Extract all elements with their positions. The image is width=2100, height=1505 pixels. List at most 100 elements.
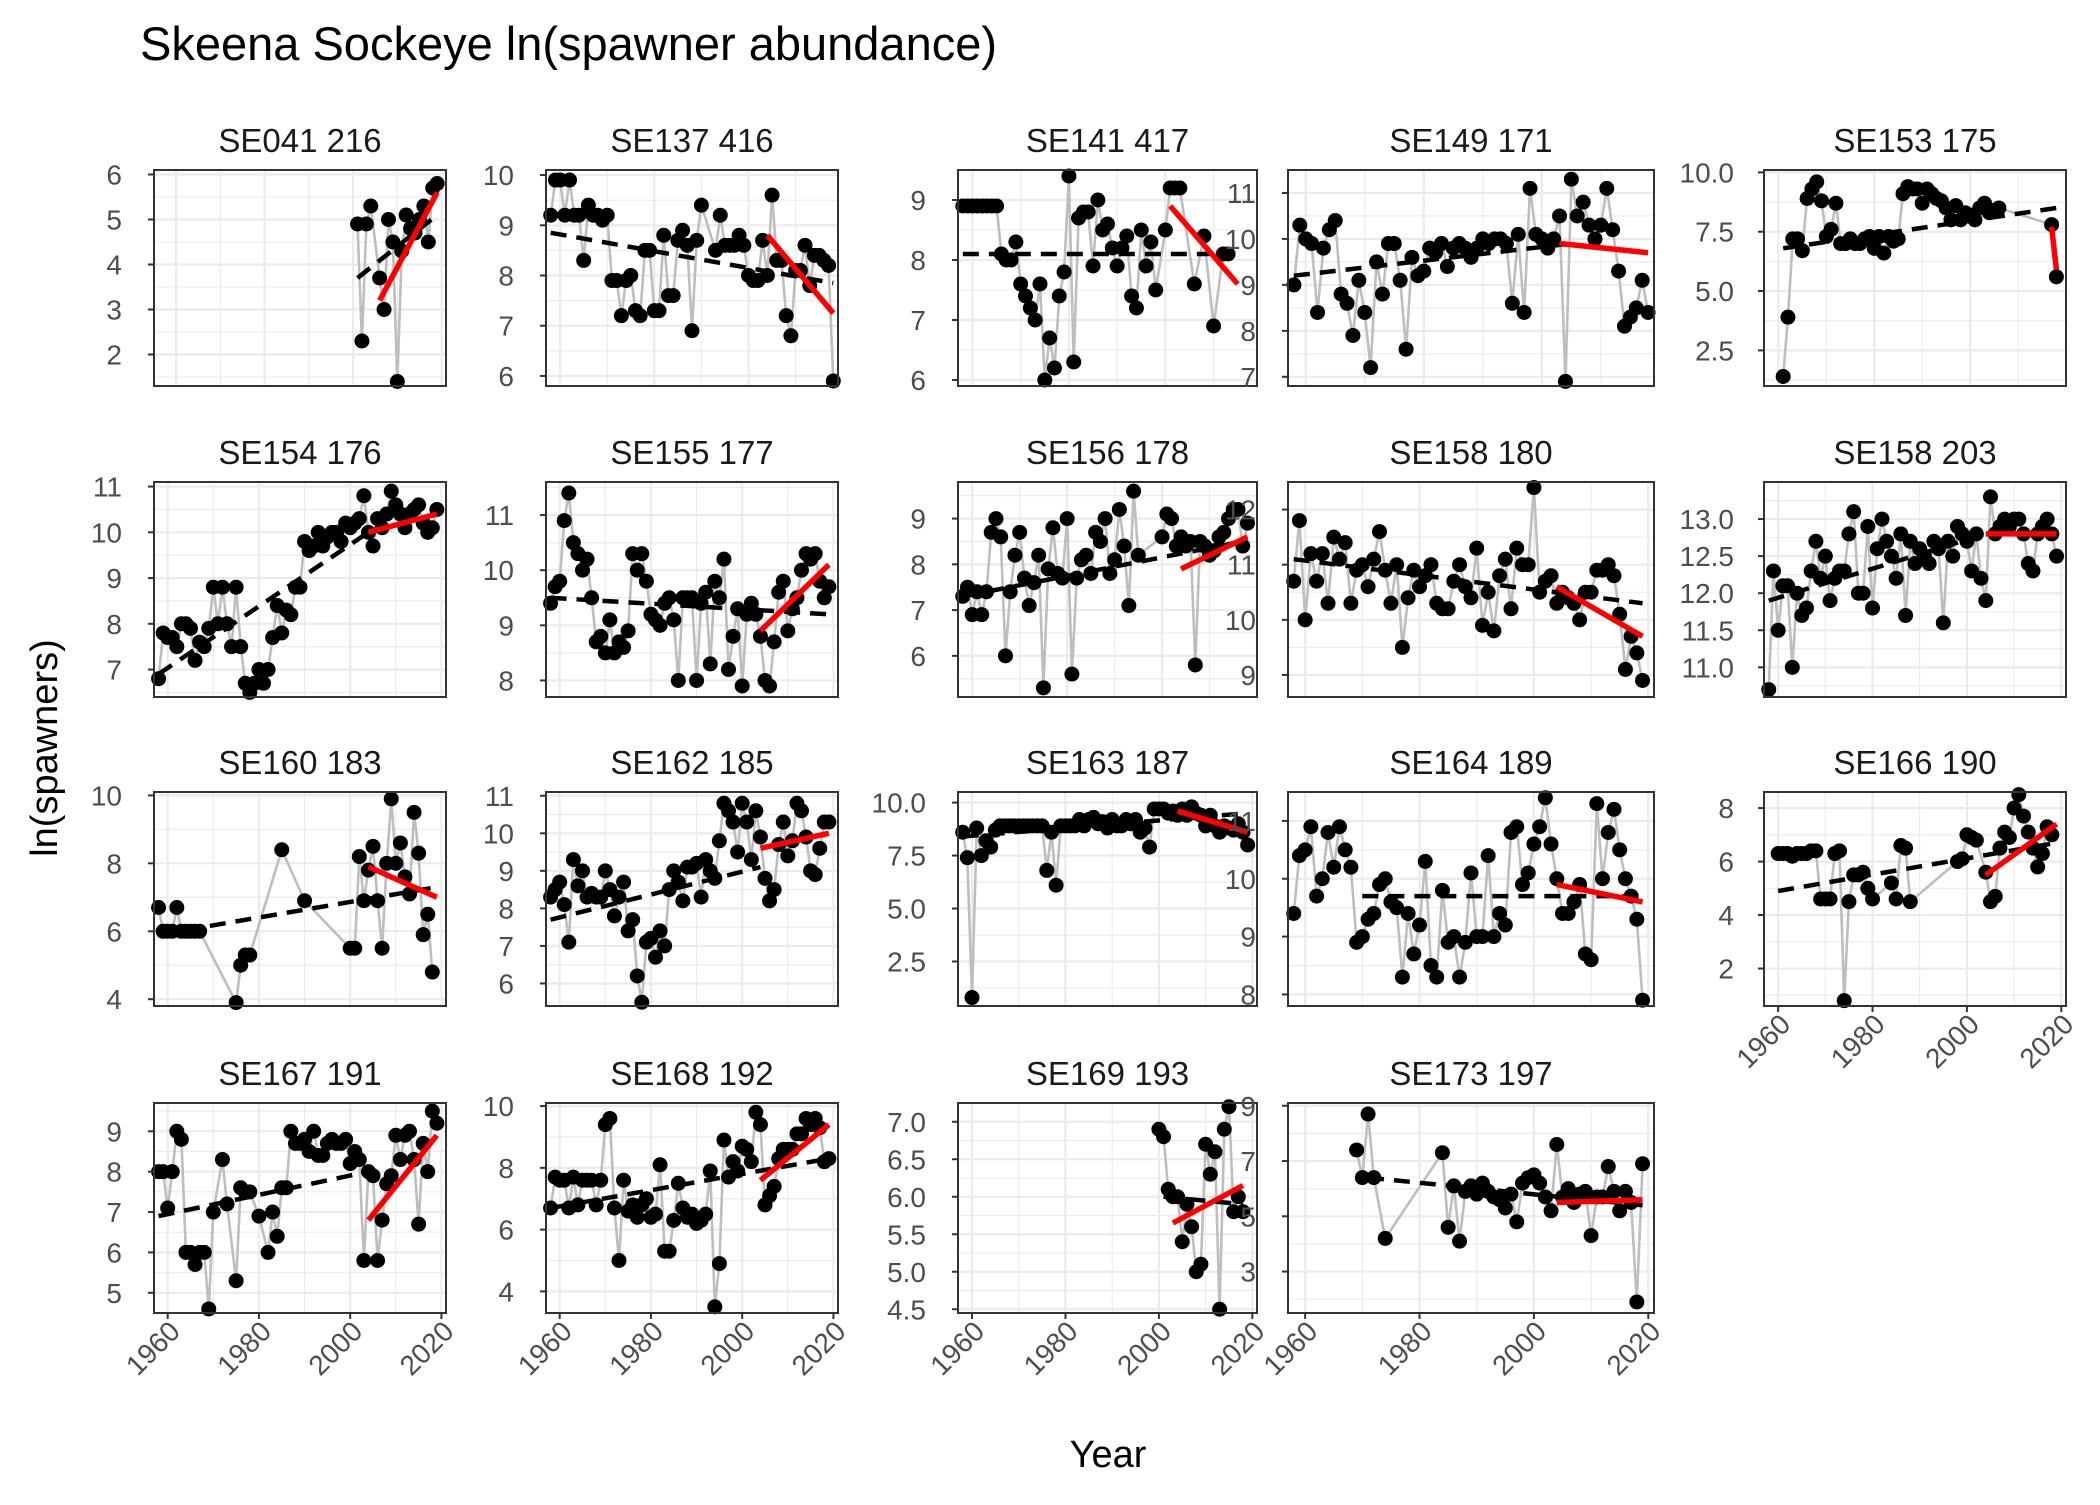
panel-border [1763,169,2067,387]
data-point [593,628,609,644]
panel-9: SE158 180 9 10 11 12 [1225,434,1655,698]
y-tick-label: 8 [1240,979,1256,1010]
data-point [1537,1189,1553,1205]
data-point [670,672,686,688]
panel-13: SE163 187 2.5 5.0 7.5 10.0 [872,744,1258,1007]
data-point [762,893,778,909]
data-point [1107,552,1123,568]
data-point [233,639,249,655]
trend-line-full [550,595,830,617]
data-point [620,623,636,639]
x-tick-label: 1960 [924,1315,990,1381]
data-point [661,590,677,606]
data-point [1902,894,1918,910]
data-point [1617,871,1633,887]
y-tick-label: 9 [1240,1091,1256,1122]
data-point [689,672,705,688]
y-tick-label: 4 [1718,900,1734,931]
data-point [780,848,796,864]
trend-line-recent [377,191,440,302]
panel-title: SE173 197 [1389,1055,1552,1092]
data-point [1890,231,1906,247]
data-point [988,511,1004,527]
y-tick-label: 8 [910,549,926,580]
data-point [1486,623,1502,639]
trend-line-recent [1984,821,2059,878]
data-point [306,1123,322,1139]
data-point [183,620,198,636]
data-point [411,1216,427,1232]
data-point [661,1243,677,1259]
trend-line-full [1367,1175,1643,1208]
data-point [1423,958,1439,974]
y-tick-label: 8 [498,260,514,291]
data-point [739,814,755,830]
y-tick-label: 9 [910,185,926,216]
data-point [1186,276,1202,292]
data-point [1400,905,1416,921]
data-point [1629,1294,1645,1310]
data-point [1836,993,1852,1009]
data-point [201,1301,217,1317]
data-point [1417,853,1433,869]
data-point [1846,504,1862,520]
data-point [1599,180,1615,196]
data-point [1611,263,1627,279]
data-point [1309,573,1325,589]
data-point [1012,524,1028,540]
data-point [1452,969,1468,985]
data-point [1865,600,1881,616]
data-point [1832,843,1847,859]
data-point [1612,842,1628,858]
trend-line-full [962,539,1244,599]
data-point [1640,304,1656,320]
panel-border [153,791,447,1007]
data-point [1286,277,1302,293]
data-point [969,820,985,836]
data-point [1119,228,1135,244]
panel-1: SE041 216 2 3 4 5 6 [106,122,447,389]
y-tick-label: 9 [498,210,514,241]
panel-border [153,1102,447,1314]
trend-line-full [157,530,370,676]
data-point [365,838,381,854]
data-point [1860,518,1876,534]
data-point [730,844,746,860]
data-point [616,874,632,890]
data-point [1497,917,1513,933]
data-point [1532,819,1548,835]
data-point [778,308,794,324]
data-point [1221,1099,1237,1115]
data-point [1589,796,1605,812]
data-point [1412,579,1428,595]
y-tick-label: 10 [91,517,122,548]
data-point [1522,180,1538,196]
data-point [711,833,727,849]
data-point [570,878,586,894]
panel-title: SE041 216 [218,122,381,159]
data-point [579,551,595,567]
y-tick-label: 8 [910,245,926,276]
data-point [372,270,388,286]
data-point [1314,546,1330,562]
data-point [1111,501,1127,517]
data-point [959,850,975,866]
data-point [1366,905,1382,921]
data-point [415,927,431,943]
y-tick-label: 8 [106,848,122,879]
data-point [1366,551,1382,567]
data-point [1090,192,1106,208]
data-point [1569,208,1585,224]
data-point [1935,615,1951,631]
data-point [652,1157,668,1173]
data-point [1109,258,1125,274]
data-point [1187,657,1203,673]
data-point [702,1163,718,1179]
data-point [1457,934,1473,950]
panel-border [957,1102,1258,1314]
data-point [1606,568,1622,584]
y-tick-label: 12.5 [1680,541,1735,572]
y-tick-label: 11.0 [1682,652,1734,683]
data-point [675,222,691,238]
data-point [2039,511,2055,527]
